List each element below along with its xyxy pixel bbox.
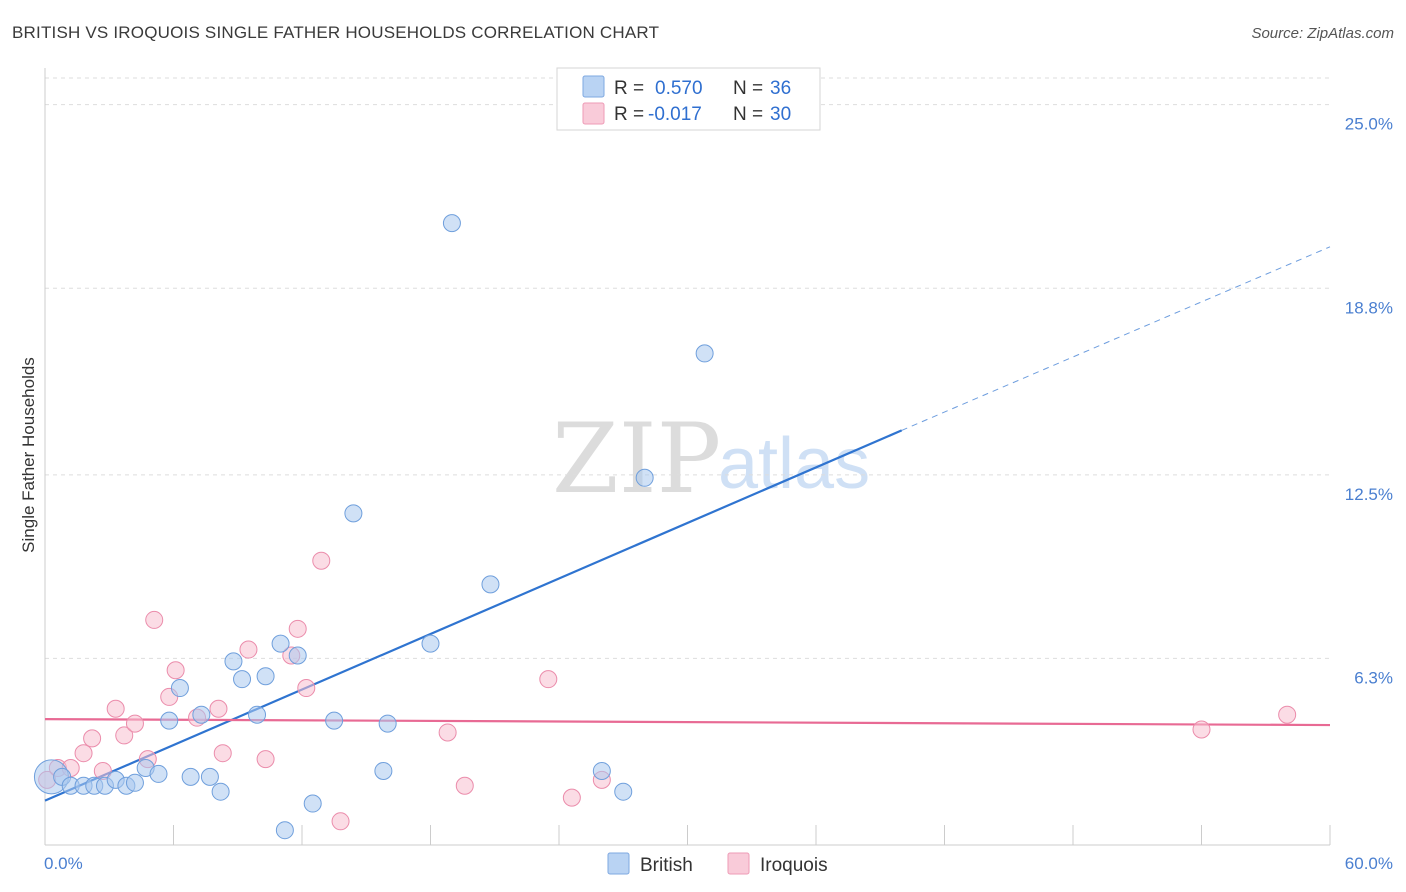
iroquois-point bbox=[115, 726, 134, 745]
watermark-zip: ZIP bbox=[552, 403, 721, 515]
iroquois-point bbox=[562, 788, 581, 807]
tick-labels: 6.3% 12.5% 18.8% 25.0% 0.0% 60.0% bbox=[44, 115, 1393, 873]
british-point bbox=[211, 782, 230, 801]
british-trendline-extension bbox=[901, 246, 1331, 431]
british-point bbox=[181, 767, 200, 786]
british-point bbox=[200, 767, 219, 786]
bottom-legend-swatch-iroquois bbox=[727, 852, 750, 875]
iroquois-point bbox=[331, 812, 350, 831]
legend-british-n-value: 36 bbox=[770, 78, 791, 99]
legend-british-n-label: N = bbox=[733, 78, 763, 99]
british-point bbox=[592, 761, 611, 780]
british-point bbox=[248, 705, 267, 724]
chart-title: BRITISH VS IROQUOIS SINGLE FATHER HOUSEH… bbox=[12, 23, 659, 42]
legend-british-r-value: 0.570 bbox=[655, 78, 703, 99]
british-point bbox=[233, 670, 252, 689]
iroquois-point bbox=[312, 551, 331, 570]
legend-swatch-iroquois bbox=[582, 102, 605, 125]
iroquois-point bbox=[125, 714, 144, 733]
iroquois-point bbox=[256, 750, 275, 769]
british-point bbox=[149, 764, 168, 783]
british-point bbox=[224, 652, 243, 671]
british-point bbox=[125, 773, 144, 792]
british-trendline bbox=[44, 429, 903, 802]
iroquois-point bbox=[83, 729, 102, 748]
y-tick-label: 25.0% bbox=[1345, 115, 1393, 134]
british-point bbox=[192, 705, 211, 724]
british-point bbox=[160, 711, 179, 730]
british-point bbox=[271, 634, 290, 653]
y-axis-title: Single Father Households bbox=[19, 357, 38, 553]
british-point bbox=[481, 575, 500, 594]
iroquois-point bbox=[297, 679, 316, 698]
correlation-legend: R = 0.570 N = 36 R = -0.017 N = 30 bbox=[556, 67, 821, 131]
british-point bbox=[170, 679, 189, 698]
watermark-atlas: atlas bbox=[718, 424, 870, 504]
y-tick-label: 18.8% bbox=[1345, 298, 1393, 317]
british-point bbox=[344, 504, 363, 523]
bottom-legend-swatch-british bbox=[607, 852, 630, 875]
x-tick-label-min: 0.0% bbox=[44, 854, 83, 873]
grid bbox=[45, 77, 1330, 659]
iroquois-point bbox=[166, 661, 185, 680]
legend-swatch-british bbox=[582, 75, 605, 98]
british-point bbox=[421, 634, 440, 653]
y-tick-label: 12.5% bbox=[1345, 485, 1393, 504]
legend-iroquois-r-label: R = bbox=[614, 104, 644, 125]
british-point bbox=[288, 646, 307, 665]
axes bbox=[44, 68, 1331, 846]
iroquois-point bbox=[145, 610, 164, 629]
iroquois-point bbox=[1278, 705, 1297, 724]
iroquois-point bbox=[106, 699, 125, 718]
iroquois-point bbox=[74, 744, 93, 763]
iroquois-point bbox=[539, 670, 558, 689]
iroquois-point bbox=[455, 776, 474, 795]
iroquois-point bbox=[239, 640, 258, 659]
british-point bbox=[442, 214, 461, 233]
british-point bbox=[695, 344, 714, 363]
british-point bbox=[374, 761, 393, 780]
legend-iroquois-n-label: N = bbox=[733, 104, 763, 125]
iroquois-point bbox=[213, 744, 232, 763]
source-label: Source: ZipAtlas.com bbox=[1251, 25, 1394, 42]
british-point bbox=[325, 711, 344, 730]
iroquois-point bbox=[438, 723, 457, 742]
british-point bbox=[275, 821, 294, 840]
watermark: ZIP atlas bbox=[552, 403, 870, 515]
british-point bbox=[303, 794, 322, 813]
british-point bbox=[378, 714, 397, 733]
british-point bbox=[256, 667, 275, 686]
legend-british-r-label: R = bbox=[614, 78, 644, 99]
data-points bbox=[33, 214, 1297, 840]
y-tick-label: 6.3% bbox=[1354, 668, 1393, 687]
legend-iroquois-n-value: 30 bbox=[770, 104, 791, 125]
british-point bbox=[614, 782, 633, 801]
bottom-legend-iroquois: Iroquois bbox=[760, 855, 828, 876]
bottom-legend-british: British bbox=[640, 855, 693, 876]
series-legend: British Iroquois bbox=[607, 852, 828, 876]
x-tick-label-max: 60.0% bbox=[1345, 854, 1393, 873]
trendlines bbox=[44, 246, 1331, 802]
iroquois-point bbox=[1192, 720, 1211, 739]
legend-iroquois-r-value: -0.017 bbox=[648, 104, 702, 125]
british-point bbox=[635, 468, 654, 487]
iroquois-point bbox=[288, 619, 307, 638]
iroquois-point bbox=[209, 699, 228, 718]
iroquois-trendline bbox=[44, 718, 1331, 727]
